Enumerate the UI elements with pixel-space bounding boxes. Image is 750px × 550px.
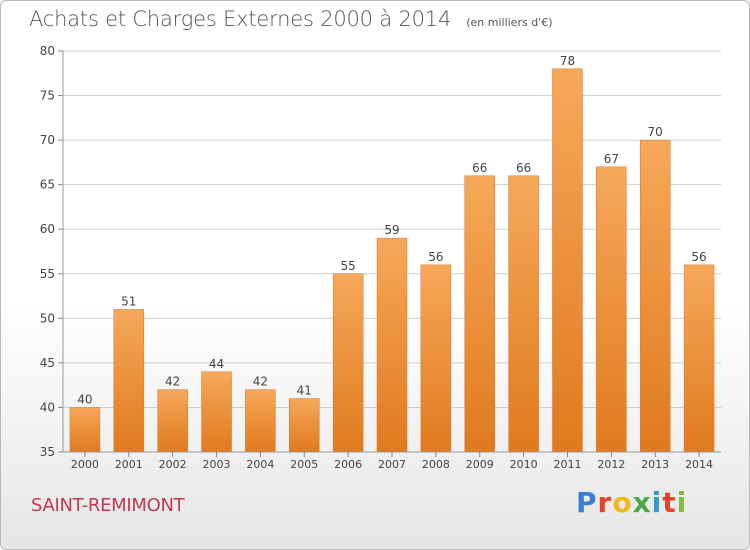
bars: 40 51 42 44 42 41 55 59 56 66 66 78 67 70 56	[69, 54, 715, 453]
x-tick-label: 2003	[203, 458, 231, 471]
y-tick-label: 55	[40, 267, 55, 281]
bar	[289, 398, 320, 453]
chart-subtitle: (en milliers d'€)	[466, 16, 553, 29]
y-tick-label: 60	[40, 222, 55, 236]
data-label: 56	[691, 250, 706, 264]
bar	[596, 166, 627, 453]
x-tick-label: 2001	[115, 458, 143, 471]
data-label: 56	[428, 250, 443, 264]
logo-letter: x	[632, 486, 652, 519]
data-label: 40	[77, 392, 92, 406]
logo-letter: o	[612, 486, 633, 519]
x-tick-label: 2006	[334, 458, 362, 471]
y-tick-label: 65	[40, 178, 55, 192]
proxiti-logo: Proxiti	[576, 486, 687, 519]
logo-letter: t	[662, 486, 677, 519]
x-tick-label: 2000	[71, 458, 99, 471]
logo-letter: i	[676, 486, 688, 519]
chart-title: Achats et Charges Externes 2000 à 2014	[29, 7, 452, 31]
bar	[464, 175, 495, 453]
bar	[69, 407, 101, 453]
x-tick-label: 2008	[422, 458, 450, 471]
x-tick-label: 2004	[246, 458, 274, 471]
y-tick-label: 70	[40, 133, 55, 147]
logo-letter: i	[651, 486, 663, 519]
y-tick-label: 50	[40, 311, 55, 325]
x-tick-label: 2005	[290, 458, 318, 471]
x-tick-label: 2012	[597, 458, 625, 471]
bar	[508, 175, 539, 453]
y-tick-label: 40	[40, 400, 55, 414]
data-label: 55	[340, 259, 355, 273]
bar	[420, 264, 452, 453]
data-label: 70	[648, 125, 663, 139]
bar	[157, 389, 188, 453]
y-tick-label: 45	[40, 356, 55, 370]
x-tick-label: 2013	[641, 458, 669, 471]
y-tick-label: 35	[40, 445, 55, 459]
logo-letter: P	[576, 486, 598, 519]
data-label: 66	[472, 161, 487, 175]
data-label: 42	[253, 375, 268, 389]
data-label: 51	[121, 294, 136, 308]
bar	[113, 309, 145, 453]
data-label: 66	[516, 161, 531, 175]
logo-letter: r	[597, 486, 613, 519]
commune-name: SAINT-REMIMONT	[31, 495, 185, 516]
bar	[683, 264, 715, 453]
data-label: 59	[384, 223, 399, 237]
bar	[376, 237, 408, 453]
x-tick-label: 2011	[553, 458, 581, 471]
data-label: 44	[209, 357, 224, 371]
data-label: 42	[165, 375, 180, 389]
x-tick-label: 2010	[510, 458, 538, 471]
y-tick-label: 75	[40, 89, 55, 103]
data-label: 41	[297, 384, 312, 398]
x-tick-label: 2002	[159, 458, 187, 471]
bar	[332, 273, 364, 453]
data-label: 67	[604, 152, 619, 166]
bar	[639, 139, 671, 453]
x-tick-label: 2007	[378, 458, 406, 471]
bar	[552, 68, 583, 453]
bar	[201, 371, 232, 453]
y-tick-label: 80	[40, 44, 55, 58]
axes: 35 40 45 50 55 60 65 70 75 80 2000 2001 2002 2003 2004…	[40, 44, 721, 471]
bar	[245, 389, 276, 453]
x-tick-label: 2014	[685, 458, 713, 471]
x-tick-label: 2009	[466, 458, 494, 471]
title-row: Achats et Charges Externes 2000 à 2014 (…	[29, 7, 553, 31]
data-label: 78	[560, 54, 575, 68]
